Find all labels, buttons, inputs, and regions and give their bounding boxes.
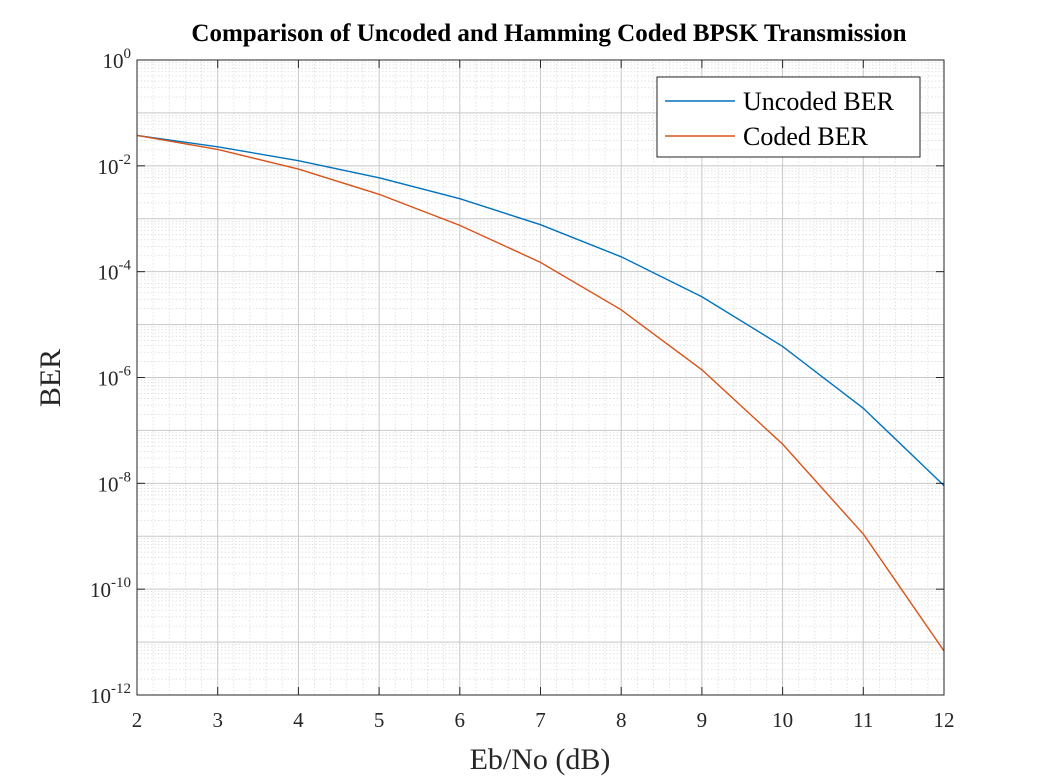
- series-line-uncoded: [136, 134, 945, 487]
- y-tick-label: 100: [103, 46, 132, 73]
- chart-title: Comparison of Uncoded and Hamming Coded …: [191, 20, 906, 47]
- legend: Uncoded BER Coded BER: [656, 76, 921, 158]
- y-tick-label: 10-4: [98, 258, 132, 285]
- x-tick-label: 6: [455, 708, 466, 732]
- series-layer: [136, 134, 945, 652]
- x-tick-labels: 2 3 4 5 6 7 8 9 10 11 12: [132, 708, 955, 732]
- x-tick-label: 4: [293, 708, 304, 732]
- x-axis-label: Eb/No (dB): [470, 743, 611, 776]
- x-tick-label: 8: [616, 708, 627, 732]
- y-tick-label: 10-6: [98, 364, 132, 391]
- y-tick-label: 10-10: [90, 575, 131, 602]
- y-tick-label: 10-8: [98, 469, 132, 496]
- x-tick-label: 7: [535, 708, 546, 732]
- x-tick-label: 12: [934, 708, 955, 732]
- y-tick-label: 10-2: [98, 152, 132, 179]
- series-line-coded: [136, 134, 945, 652]
- legend-label: Uncoded BER: [743, 87, 895, 116]
- y-tick-label: 10-12: [90, 681, 131, 708]
- x-tick-label: 2: [132, 708, 143, 732]
- legend-box: [656, 76, 921, 158]
- x-tick-label: 9: [697, 708, 708, 732]
- x-tick-label: 10: [772, 708, 793, 732]
- y-tick-labels: 100 10-2 10-4 10-6 10-8 10-10 10-12: [90, 46, 131, 708]
- legend-label: Coded BER: [743, 122, 869, 151]
- x-tick-label: 3: [212, 708, 223, 732]
- x-tick-label: 5: [374, 708, 385, 732]
- y-axis-label: BER: [34, 349, 67, 407]
- x-tick-label: 11: [853, 708, 873, 732]
- ticks: [136, 59, 945, 696]
